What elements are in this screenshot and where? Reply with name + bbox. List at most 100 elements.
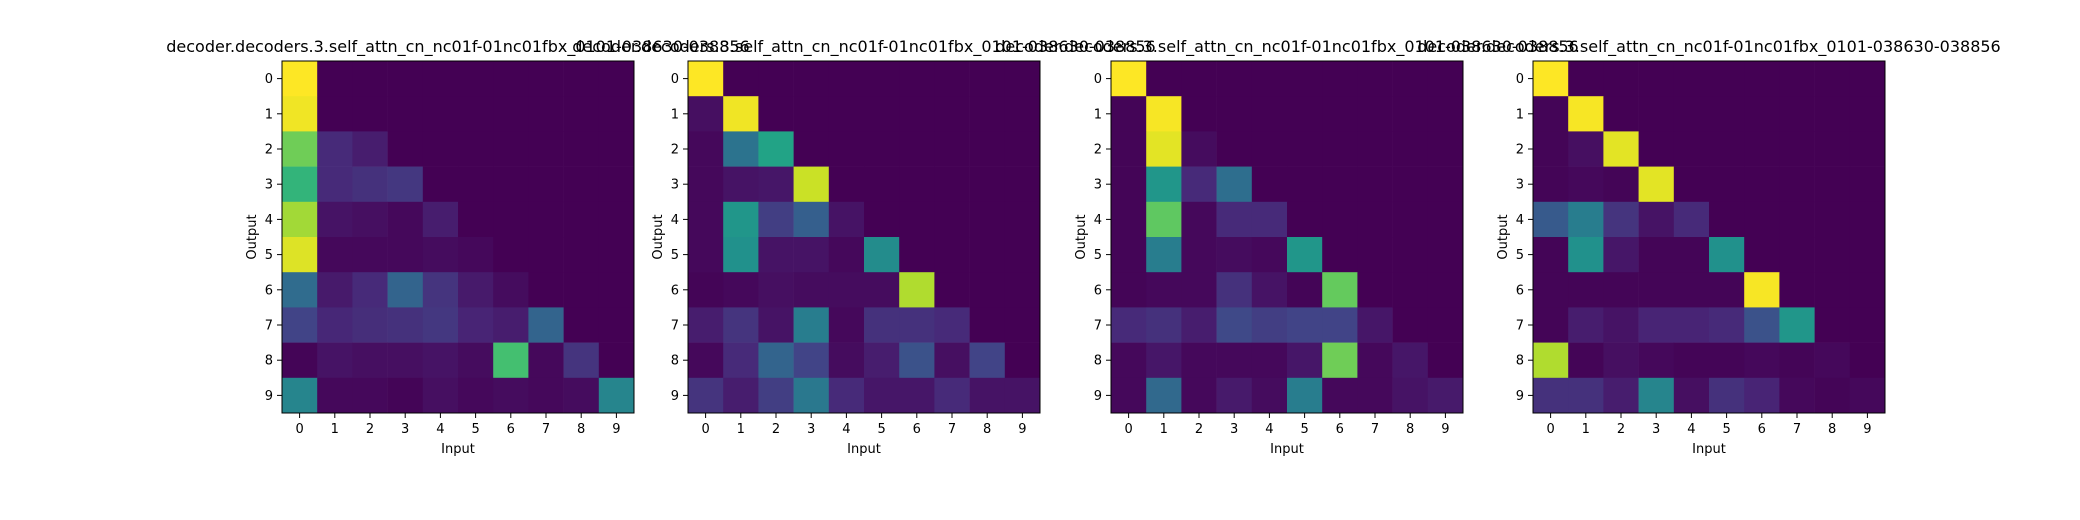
heatmap-cell — [688, 272, 724, 308]
heatmap-cell — [969, 237, 1006, 273]
heatmap-cell — [528, 61, 564, 97]
heatmap-cell — [352, 272, 388, 308]
heatmap-cell — [864, 342, 900, 379]
x-tick-label: 5 — [471, 422, 479, 437]
heatmap-cell — [1533, 272, 1569, 308]
heatmap-cell — [1779, 272, 1815, 308]
x-tick-label: 4 — [436, 422, 444, 437]
x-tick-label: 5 — [1722, 422, 1730, 437]
heatmap-cell — [1111, 131, 1147, 167]
heatmap-cell — [1004, 272, 1041, 308]
x-tick-label: 8 — [1406, 422, 1414, 437]
heatmap-cell — [1533, 342, 1569, 379]
heatmap-cell — [1427, 377, 1464, 414]
heatmap-cell — [1004, 61, 1041, 97]
heatmap-cell — [563, 272, 600, 308]
x-tick-label: 2 — [1195, 422, 1203, 437]
heatmap-cell — [1146, 131, 1182, 167]
heatmap-cell — [864, 96, 900, 132]
x-tick-label: 8 — [983, 422, 991, 437]
heatmap-cell — [758, 272, 794, 308]
heatmap-cell — [422, 237, 459, 273]
heatmap-cell — [387, 237, 424, 273]
y-tick-label: 7 — [1516, 319, 1524, 334]
heatmap-cell — [758, 61, 794, 97]
heatmap-cell — [828, 201, 865, 238]
heatmap-cell — [1216, 307, 1253, 343]
heatmap-cell — [1779, 96, 1815, 132]
heatmap-cell — [563, 201, 600, 238]
heatmap-cell — [934, 166, 970, 203]
heatmap-cell — [688, 307, 724, 343]
heatmap-cell — [828, 307, 865, 343]
heatmap-cell — [1814, 377, 1851, 414]
heatmap-cell — [493, 131, 529, 167]
x-tick-label: 6 — [1336, 422, 1344, 437]
heatmap-cell — [1814, 201, 1851, 238]
heatmap-cell — [1392, 201, 1429, 238]
heatmap-cell — [1533, 201, 1569, 238]
heatmap-cell — [899, 131, 935, 167]
heatmap-cell — [1322, 237, 1358, 273]
y-tick-label: 8 — [1094, 354, 1102, 369]
heatmap-cell — [1322, 96, 1358, 132]
heatmap-cell — [899, 201, 935, 238]
heatmap-cell — [1287, 272, 1323, 308]
heatmap-cell — [458, 237, 494, 273]
heatmap-cell — [1849, 96, 1886, 132]
heatmap-cell — [1603, 377, 1639, 414]
heatmap-cell — [1427, 131, 1464, 167]
heatmap-cell — [1427, 342, 1464, 379]
heatmap-cell — [969, 131, 1006, 167]
heatmap-cell — [1004, 166, 1041, 203]
heatmap-cell — [1322, 272, 1358, 308]
heatmap-cell — [317, 96, 353, 132]
y-tick-label: 4 — [671, 213, 679, 228]
heatmap-cell — [387, 307, 424, 343]
heatmap-cell — [422, 272, 459, 308]
heatmap-cell — [1146, 272, 1182, 308]
heatmap-cell — [1216, 166, 1253, 203]
heatmap-cell — [1216, 131, 1253, 167]
x-tick-label: 3 — [401, 422, 409, 437]
heatmap-cell — [758, 131, 794, 167]
heatmap-cell — [1603, 237, 1639, 273]
x-tick-label: 1 — [737, 422, 745, 437]
heatmap-cell — [1357, 96, 1393, 132]
heatmap-cell — [1849, 237, 1886, 273]
heatmap-cell — [1004, 377, 1041, 414]
heatmap-cell — [352, 61, 388, 97]
heatmap-cell — [1568, 307, 1604, 343]
heatmap-cell — [1568, 342, 1604, 379]
y-tick-label: 9 — [1516, 389, 1524, 404]
heatmap-cell — [793, 272, 830, 308]
heatmap-cell — [758, 307, 794, 343]
heatmap-cell — [528, 201, 564, 238]
heatmap-panel-3: 0 1 2 3 4 5 6 7 8 9 0 1 2 3 4 5 6 7 8 9 Input Output decoder.d… — [995, 37, 1578, 457]
y-tick-label: 2 — [1094, 143, 1102, 158]
heatmap-cell — [493, 166, 529, 203]
heatmap-cell — [1814, 342, 1851, 379]
heatmap-cell — [1216, 201, 1253, 238]
heatmap-cell — [723, 201, 759, 238]
heatmap-cell — [528, 131, 564, 167]
heatmap-cell — [793, 96, 830, 132]
heatmap-cell — [493, 96, 529, 132]
heatmap-cell — [723, 377, 759, 414]
heatmap-cell — [352, 342, 388, 379]
y-tick-label: 1 — [1094, 107, 1102, 122]
heatmap-cell — [969, 377, 1006, 414]
heatmap-cell — [934, 307, 970, 343]
chart-title: decoder.decoders.3.self_attn_cn_nc01f-01… — [166, 37, 749, 57]
x-tick-label: 7 — [542, 422, 550, 437]
heatmap-cell — [899, 377, 935, 414]
heatmap-cell — [899, 237, 935, 273]
heatmap-cell — [563, 61, 600, 97]
heatmap-cell — [458, 166, 494, 203]
heatmap-cell — [1673, 237, 1710, 273]
heatmap-cell — [1392, 61, 1429, 97]
heatmap-cell — [934, 237, 970, 273]
heatmap-cell — [1673, 166, 1710, 203]
heatmap-cell — [1287, 342, 1323, 379]
heatmap-cell — [1216, 61, 1253, 97]
